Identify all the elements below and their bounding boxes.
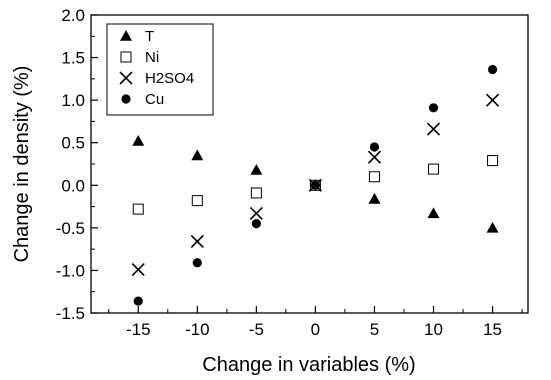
point-t: [486, 221, 499, 233]
axis-ticks: [91, 14, 523, 314]
point-ni: [191, 195, 203, 207]
point-t: [191, 149, 204, 161]
legend-marker-t: [120, 30, 132, 41]
y-tick-label: -0.5: [56, 219, 85, 238]
point-h2so4: [190, 234, 204, 249]
point-cu: [487, 64, 498, 75]
point-h2so4: [249, 206, 263, 220]
x-tick-label: -15: [126, 320, 151, 339]
legend-marker-ni: [120, 51, 132, 63]
legend-entries: T Ni H2SO4 Cu: [119, 28, 194, 108]
legend-marker-h2so4: [119, 71, 133, 85]
y-tick-label: -1.5: [56, 304, 85, 323]
point-cu: [310, 180, 321, 190]
point-cu: [133, 296, 143, 306]
y-tick-label: 0.5: [61, 134, 85, 153]
y-tick-label: -1.0: [56, 261, 85, 280]
legend-marker-cu: [121, 94, 131, 104]
x-axis-title: Change in variables (%): [202, 354, 415, 376]
point-cu: [192, 258, 202, 268]
data-points: [131, 64, 500, 306]
point-cu: [428, 103, 439, 113]
x-tick-label: -10: [185, 320, 210, 339]
point-ni: [428, 163, 440, 175]
x-tick-label: 0: [311, 320, 320, 339]
point-ni: [368, 171, 380, 183]
legend: T Ni H2SO4 Cu: [106, 23, 214, 116]
point-t: [427, 207, 440, 219]
legend-label-cu: Cu: [145, 91, 164, 108]
point-h2so4: [367, 150, 382, 164]
legend-label-t: T: [145, 28, 154, 45]
y-tick-label: 2.0: [61, 6, 85, 25]
tick-labels: -1.5 -1.0 -0.5 0.0 0.5 1.0 1.5 2.0 -15 -10 -5 0 5 10 1…: [56, 6, 502, 339]
y-tick-label: 1.0: [61, 91, 85, 110]
point-t: [368, 192, 381, 204]
point-t: [132, 135, 145, 146]
point-h2so4: [486, 93, 500, 107]
point-ni: [487, 155, 499, 167]
legend-label-ni: Ni: [145, 49, 159, 66]
x-tick-label: 5: [370, 320, 379, 339]
point-cu: [251, 219, 261, 229]
y-axis-title: Change in density (%): [11, 66, 33, 263]
point-h2so4: [426, 122, 441, 136]
point-cu: [369, 142, 380, 152]
point-h2so4: [131, 263, 145, 277]
point-ni: [132, 203, 144, 215]
point-t: [250, 163, 263, 175]
y-tick-label: 0.0: [61, 176, 85, 195]
x-tick-label: -5: [249, 320, 264, 339]
x-tick-label: 10: [424, 320, 443, 339]
x-tick-label: 15: [483, 320, 502, 339]
legend-label-h2so4: H2SO4: [145, 70, 194, 87]
y-tick-label: 1.5: [61, 49, 85, 68]
point-ni: [250, 187, 262, 199]
